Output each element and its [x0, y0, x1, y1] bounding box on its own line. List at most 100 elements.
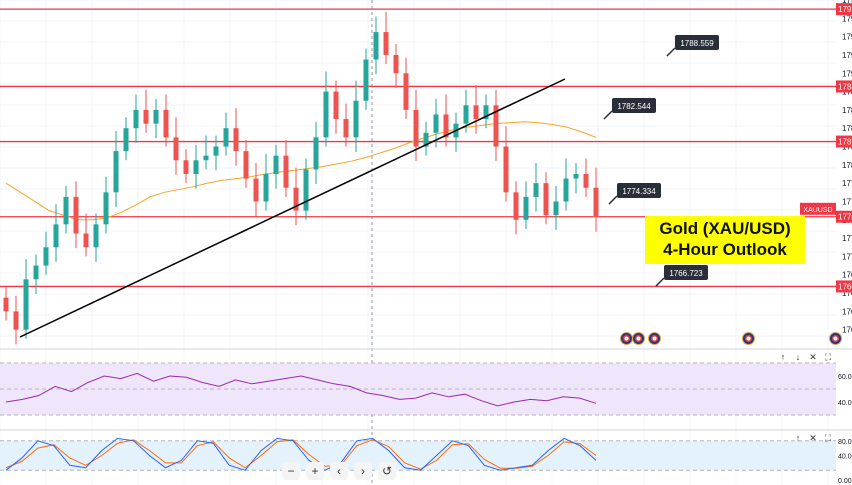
- pane-down-icon[interactable]: ↓: [795, 352, 801, 362]
- level-axis-tag: [836, 80, 852, 93]
- candle-body: [3, 297, 9, 312]
- stoch-d-line: [5, 439, 597, 470]
- rsi-pane-controls: ↑ ↓ ✕ ⛶: [777, 351, 834, 363]
- rsi-pane: 60.00 40.00: [0, 348, 852, 416]
- candle-body: [383, 32, 389, 55]
- level-axis-label: 1774: [838, 213, 852, 222]
- candle-body: [253, 178, 259, 202]
- reset-icon[interactable]: ↺: [378, 462, 396, 480]
- level-axis-label: 1782: [838, 138, 852, 147]
- callout-box: [664, 265, 708, 280]
- us-flag-icon[interactable]: [829, 332, 842, 345]
- candle-body: [563, 178, 569, 202]
- pane-maximize-icon[interactable]: ⛶: [824, 433, 832, 443]
- price-tick-label: 1762: [842, 326, 852, 335]
- scroll-left-button[interactable]: ‹: [330, 462, 348, 480]
- price-tick-label: 1768: [842, 271, 852, 280]
- price-axis: 1798 1796 1794 1792 1790 1788 1786 1784 1782 1780…: [800, 0, 852, 485]
- candle-body: [243, 151, 249, 179]
- candle-body: [303, 169, 309, 211]
- pane-maximize-icon[interactable]: ⛶: [824, 352, 832, 362]
- callout-label: 1788.559: [680, 39, 714, 48]
- stoch-axis-label: 40.00: [838, 454, 852, 461]
- price-tick-label: 1776: [842, 197, 852, 206]
- callout-box: [617, 183, 661, 198]
- axis-background: [836, 0, 852, 485]
- candle-body: [73, 196, 79, 234]
- candle-body: [543, 183, 549, 216]
- symbol-tag-label: XAUUSD: [803, 207, 832, 214]
- pane-close-icon[interactable]: ✕: [809, 352, 817, 362]
- candle-body: [163, 109, 169, 138]
- candle-body: [473, 105, 479, 120]
- price-tick-label: 1766: [842, 289, 852, 298]
- price-tick-label: 1796: [842, 14, 852, 23]
- candle-body: [413, 109, 419, 147]
- candle-body: [213, 146, 219, 156]
- candle-body: [523, 196, 529, 220]
- candle-body: [83, 233, 89, 248]
- candle-body: [433, 114, 439, 133]
- price-tick-label: 1764: [842, 307, 852, 316]
- candle-body: [43, 247, 49, 266]
- candle-body: [273, 155, 279, 174]
- price-tick-label: 1792: [842, 51, 852, 60]
- price-tick-label: 1778: [842, 179, 852, 188]
- callout-pointer: [608, 195, 618, 205]
- rsi-axis-label: 40.00: [838, 400, 852, 407]
- zoom-out-button[interactable]: −: [282, 462, 300, 480]
- price-tick-label: 1780: [842, 161, 852, 170]
- price-tick-label: 1786: [842, 106, 852, 115]
- candle-body: [133, 109, 139, 129]
- candle-body: [393, 54, 399, 74]
- us-flag-icon[interactable]: [648, 332, 661, 345]
- pane-up-icon[interactable]: ↑: [780, 352, 786, 362]
- stoch-axis-label: 80.00: [838, 439, 852, 446]
- callout-pointer: [655, 277, 665, 287]
- symbol-tag: [800, 202, 836, 215]
- price-tick-label: 1772: [842, 234, 852, 243]
- price-tick-label: 1784: [842, 124, 852, 133]
- price-tick-label: 1770: [842, 252, 852, 261]
- candle-body: [573, 174, 579, 179]
- callout-label: 1774.334: [622, 187, 656, 196]
- level-axis-tag: [836, 210, 852, 223]
- rsi-line: [5, 372, 597, 407]
- candle-body: [93, 224, 99, 248]
- candle-body: [103, 192, 109, 225]
- rsi-axis-label: 60.00: [838, 374, 852, 381]
- candle-body: [363, 59, 369, 101]
- candle-body: [533, 183, 539, 197]
- candle-body: [593, 187, 599, 218]
- candle-body: [143, 109, 149, 124]
- candle-body: [53, 224, 59, 248]
- callout-label: 1766.723: [669, 269, 703, 278]
- callout-pointer: [603, 110, 613, 120]
- us-flag-icon[interactable]: [632, 332, 645, 345]
- candle-body: [483, 105, 489, 120]
- pane-up-icon[interactable]: ↑: [795, 433, 801, 443]
- price-tick-label: 1794: [842, 33, 852, 42]
- candle-body: [33, 265, 39, 280]
- level-axis-tag: [836, 3, 852, 16]
- stoch-pane-controls: ↑ ✕ ⛶: [792, 432, 834, 444]
- callout-box: [612, 98, 656, 113]
- price-tick-label: 1798: [842, 0, 852, 5]
- pane-close-icon[interactable]: ✕: [809, 433, 817, 443]
- callout-box: [675, 35, 719, 50]
- level-axis-label: 1766: [838, 282, 852, 291]
- zoom-in-button[interactable]: +: [306, 462, 324, 480]
- level-axis-label: 1788: [838, 82, 852, 91]
- callout-pointer: [666, 47, 676, 57]
- candle-body: [23, 279, 29, 330]
- price-tick-label: 1790: [842, 69, 852, 78]
- us-flag-icon[interactable]: [742, 332, 755, 345]
- candle-body: [403, 73, 409, 110]
- scroll-right-button[interactable]: ›: [354, 462, 372, 480]
- level-axis-tag: [836, 280, 852, 293]
- candle-body: [463, 105, 469, 124]
- outlook-banner: Gold (XAU/USD) 4-Hour Outlook: [645, 216, 805, 264]
- candle-body: [513, 192, 519, 220]
- level-axis-label: 1797: [838, 5, 852, 14]
- candle-body: [173, 137, 179, 161]
